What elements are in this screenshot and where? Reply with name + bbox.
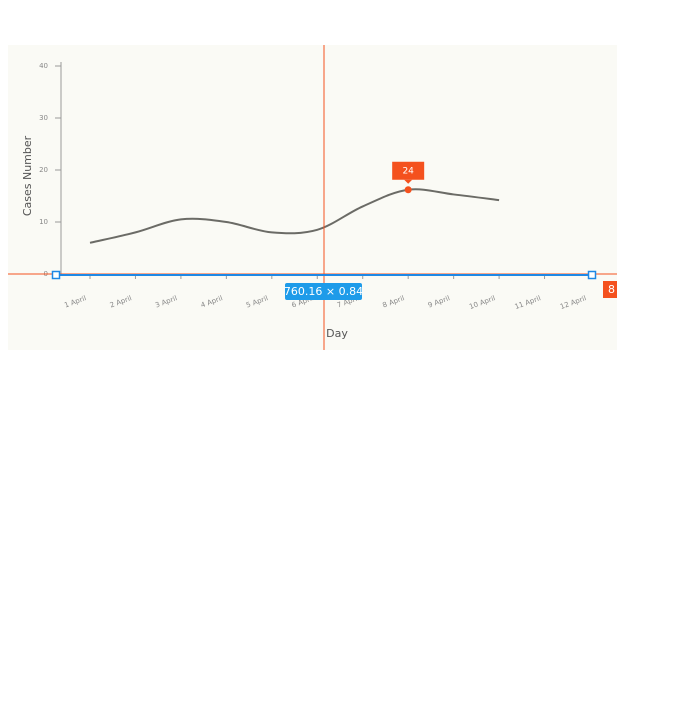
- y-tick-label: 10: [39, 218, 48, 226]
- dimension-box: [285, 283, 362, 300]
- x-axis-title: Day: [326, 327, 348, 340]
- tooltip-box: [392, 161, 425, 180]
- badge-label: 8: [608, 283, 615, 296]
- y-tick-label: 30: [39, 114, 48, 122]
- highlight-point: [404, 186, 412, 194]
- y-axis-title: Cases Number: [21, 135, 34, 216]
- selection-handle: [587, 270, 597, 280]
- line-series: [89, 188, 500, 244]
- dimension-label: 760.16 × 0.84: [284, 285, 363, 298]
- tooltip-text: 24: [402, 166, 414, 176]
- tooltip-arrow: [404, 179, 413, 184]
- y-tick-label: 20: [39, 166, 48, 174]
- y-tick-label: 40: [39, 62, 48, 70]
- selection-handle: [51, 270, 61, 280]
- badge-clip: [617, 276, 693, 302]
